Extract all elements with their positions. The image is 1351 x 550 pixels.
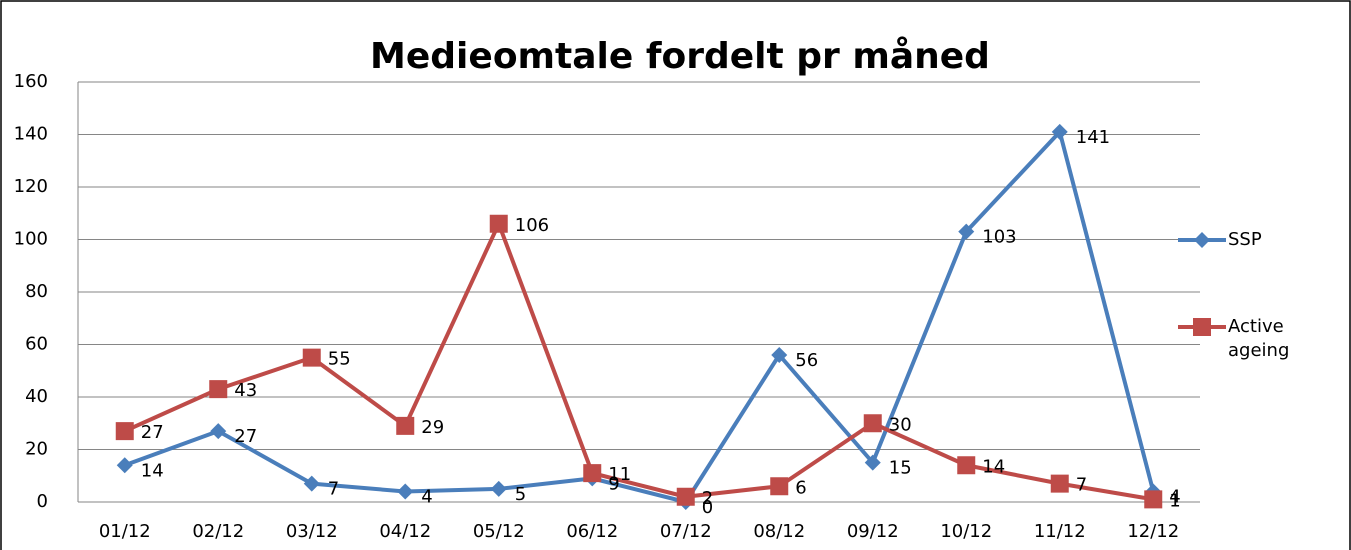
x-tick-label: 02/12	[192, 521, 244, 542]
data-label: 7	[1076, 475, 1087, 496]
data-label: 106	[515, 215, 549, 236]
data-label: 9	[608, 473, 619, 494]
data-label: 2	[702, 488, 713, 509]
y-tick-label: 140	[14, 124, 48, 145]
data-point	[210, 423, 227, 440]
data-label: 6	[795, 477, 806, 498]
data-point	[770, 477, 789, 496]
x-tick-label: 10/12	[940, 521, 992, 542]
legend-label: SSP	[1228, 229, 1262, 250]
data-point	[303, 475, 320, 492]
data-point	[957, 456, 976, 475]
data-point	[1051, 123, 1068, 140]
series-line	[123, 221, 1154, 502]
chart-title: Medieomtale fordelt pr måned	[370, 36, 990, 77]
x-tick-label: 03/12	[286, 521, 338, 542]
data-point	[676, 487, 695, 506]
data-label: 55	[328, 349, 351, 370]
y-tick-label: 160	[14, 71, 48, 92]
data-point	[115, 422, 134, 441]
data-point	[863, 414, 882, 433]
y-tick-label: 40	[25, 386, 48, 407]
legend-marker	[1193, 318, 1211, 336]
data-label: 7	[328, 479, 339, 500]
y-tick-label: 20	[25, 439, 48, 460]
x-tick-label: 08/12	[753, 521, 805, 542]
x-tick-label: 01/12	[99, 521, 151, 542]
y-tick-label: 100	[14, 229, 48, 250]
data-label: 43	[234, 380, 257, 401]
data-label: 30	[889, 414, 912, 435]
data-label: 27	[234, 426, 257, 447]
data-point	[771, 347, 788, 363]
data-point	[583, 464, 602, 483]
data-label: 14	[982, 456, 1005, 477]
y-tick-label: 0	[37, 491, 48, 512]
data-point	[1050, 474, 1069, 493]
series-line	[124, 129, 1156, 504]
data-label: 141	[1076, 127, 1110, 148]
data-point	[302, 348, 321, 367]
data-label: 29	[421, 417, 444, 438]
data-point	[489, 214, 508, 233]
data-point	[958, 223, 975, 240]
x-tick-label: 12/12	[1127, 521, 1179, 542]
data-point	[209, 380, 228, 399]
legend-marker	[1194, 232, 1210, 248]
data-point	[1144, 490, 1163, 509]
x-tick-label: 09/12	[847, 521, 899, 542]
y-tick-label: 80	[25, 281, 48, 302]
data-point	[490, 480, 507, 497]
y-tick-label: 60	[25, 334, 48, 355]
data-label: 103	[982, 227, 1016, 248]
data-label: 27	[141, 422, 164, 443]
data-label: 14	[141, 460, 164, 481]
data-point	[864, 454, 881, 471]
data-label: 56	[795, 350, 818, 371]
data-label: 5	[515, 484, 526, 505]
data-point	[397, 483, 414, 500]
data-point	[396, 416, 415, 435]
legend-label: Active ageing	[1228, 316, 1290, 361]
data-label: 11	[608, 464, 631, 485]
y-tick-label: 120	[14, 176, 48, 197]
data-label: 0	[702, 497, 713, 518]
x-tick-label: 11/12	[1034, 521, 1086, 542]
x-tick-label: 07/12	[660, 521, 712, 542]
x-tick-label: 05/12	[473, 521, 525, 542]
data-label: 15	[889, 458, 912, 479]
data-label: 1	[1169, 490, 1180, 511]
x-tick-label: 06/12	[566, 521, 618, 542]
data-label: 4	[421, 487, 432, 508]
data-label: 4	[1169, 487, 1180, 508]
data-point	[116, 457, 133, 474]
x-tick-label: 04/12	[379, 521, 431, 542]
